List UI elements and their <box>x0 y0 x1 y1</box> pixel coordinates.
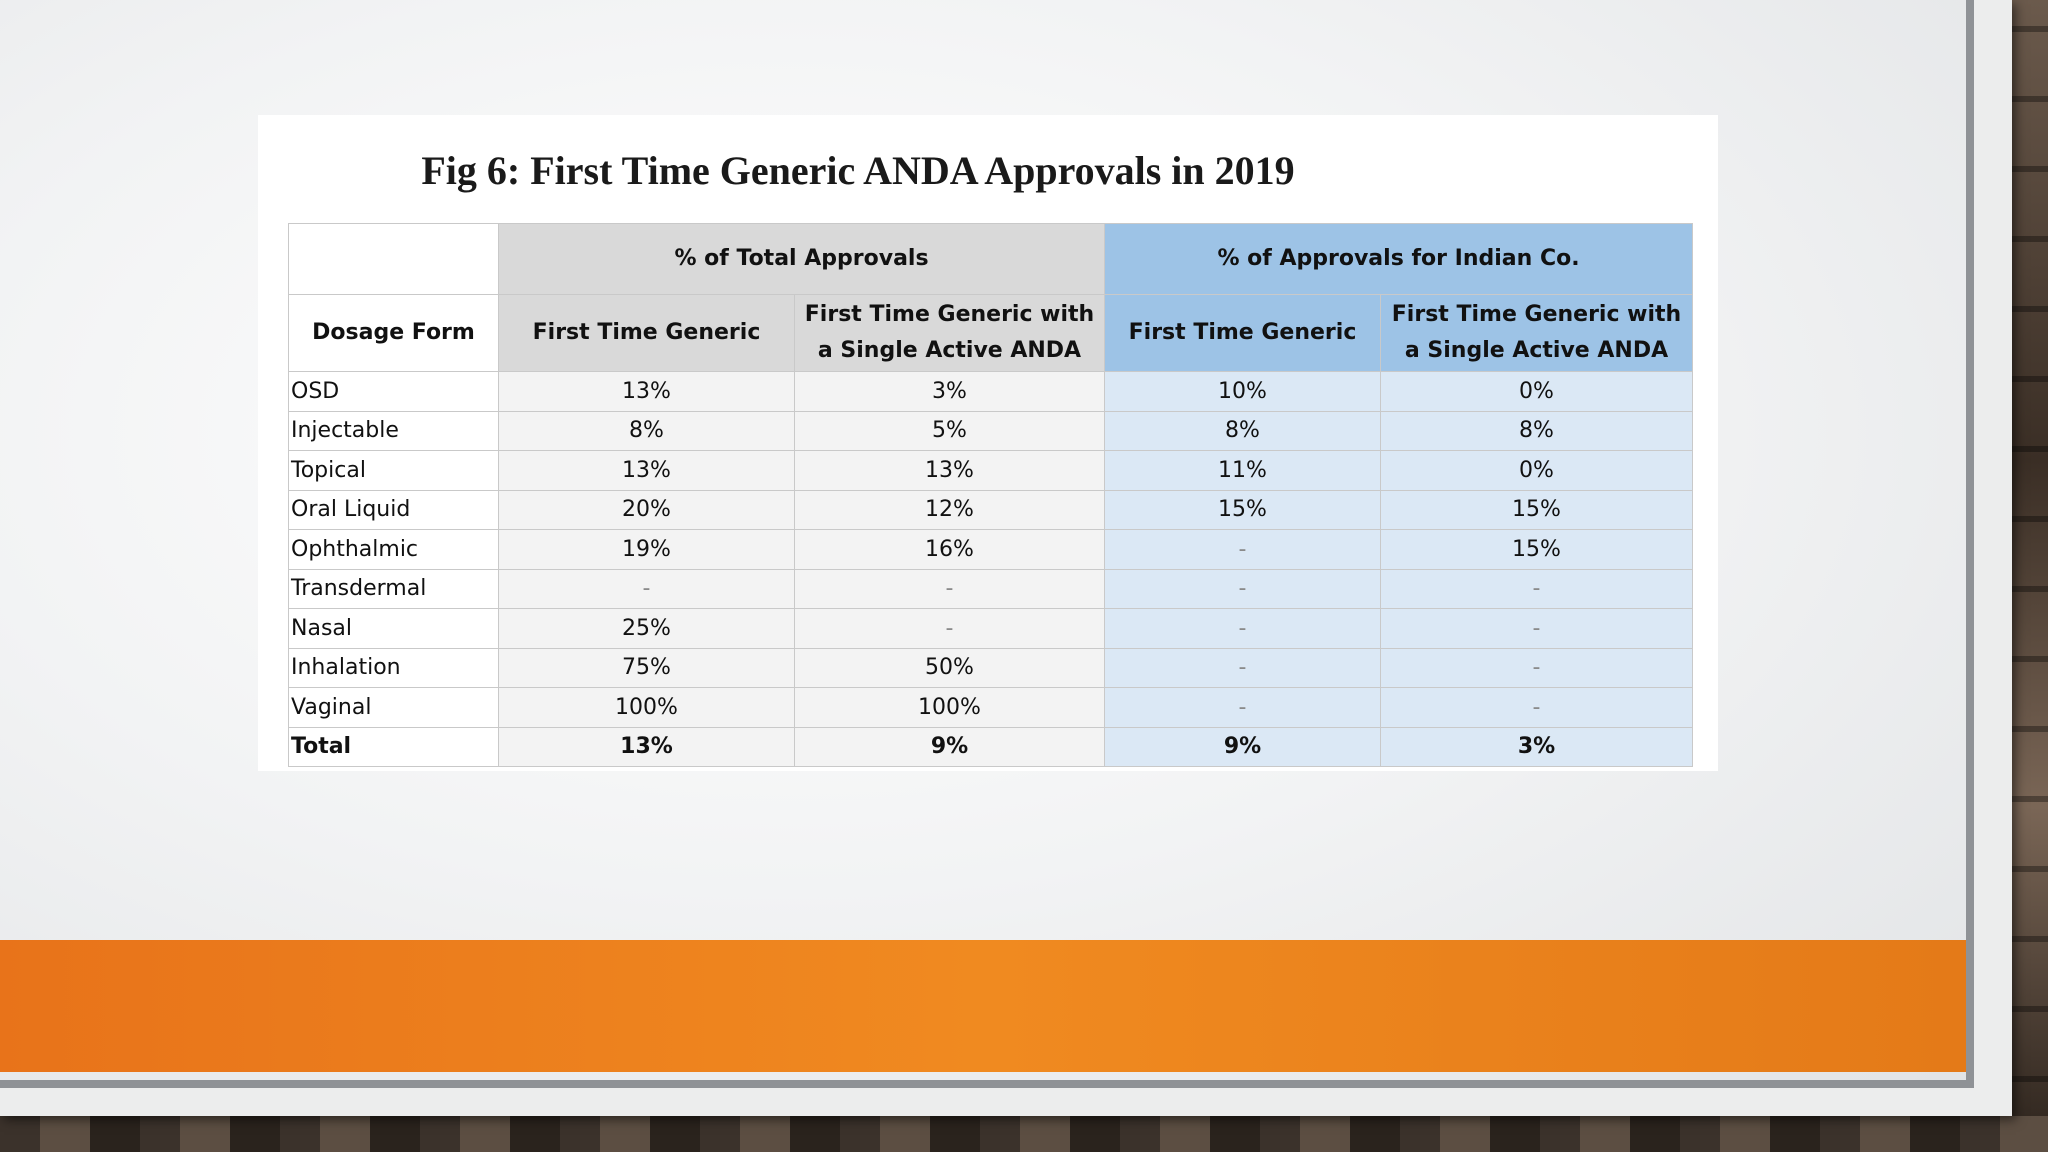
group-header-total: % of Total Approvals <box>498 223 1105 295</box>
table-row: Transdermal - - - - <box>288 568 1694 609</box>
floor-background <box>0 1116 2048 1152</box>
sub-header-indian-ftg-single: First Time Generic with a Single Active … <box>1379 294 1694 372</box>
sub-header-total-ftg-single: First Time Generic with a Single Active … <box>794 294 1105 372</box>
cell-total-ftg-single: 12% <box>794 489 1105 530</box>
cell-indian-ftg-single: 8% <box>1379 410 1694 451</box>
cell-indian-ftg: 15% <box>1104 489 1381 530</box>
cell-total-ftg-single: 9% <box>794 726 1105 767</box>
cell-indian-ftg-single: - <box>1379 647 1694 688</box>
cell-total-ftg: - <box>498 568 795 609</box>
figure-image: Fig 6: First Time Generic ANDA Approvals… <box>258 115 1718 771</box>
cell-total-ftg-single: - <box>794 608 1105 649</box>
cell-indian-ftg-single: - <box>1379 568 1694 609</box>
cell-indian-ftg-single: 0% <box>1379 450 1694 491</box>
slide-frame: Fig 6: First Time Generic ANDA Approvals… <box>0 0 2012 1116</box>
sub-header-total-ftg: First Time Generic <box>498 294 795 372</box>
cell-total-ftg-single: 16% <box>794 529 1105 570</box>
cell-total-ftg-single: - <box>794 568 1105 609</box>
sub-header-indian-ftg: First Time Generic <box>1104 294 1381 372</box>
row-dosage-form: Ophthalmic <box>288 529 499 570</box>
cell-indian-ftg: 9% <box>1104 726 1381 767</box>
table-group-header-row: % of Total Approvals % of Approvals for … <box>288 223 1694 295</box>
cell-total-ftg-single: 13% <box>794 450 1105 491</box>
cell-total-ftg-single: 5% <box>794 410 1105 451</box>
cell-total-ftg-single: 100% <box>794 687 1105 728</box>
cell-indian-ftg-single: - <box>1379 608 1694 649</box>
row-dosage-form: OSD <box>288 371 499 412</box>
row-dosage-form: Nasal <box>288 608 499 649</box>
table-sub-header-row: Dosage Form First Time Generic First Tim… <box>288 294 1694 372</box>
row-dosage-form: Total <box>288 726 499 767</box>
table-row: Nasal 25% - - - <box>288 608 1694 649</box>
cell-indian-ftg-single: 3% <box>1379 726 1694 767</box>
cell-indian-ftg-single: 0% <box>1379 371 1694 412</box>
cell-total-ftg-single: 3% <box>794 371 1105 412</box>
cell-indian-ftg: - <box>1104 608 1381 649</box>
cell-indian-ftg-single: 15% <box>1379 529 1694 570</box>
table-row: Inhalation 75% 50% - - <box>288 647 1694 688</box>
group-header-indian: % of Approvals for Indian Co. <box>1103 223 1694 295</box>
cell-indian-ftg-single: 15% <box>1379 489 1694 530</box>
table-row: Oral Liquid 20% 12% 15% 15% <box>288 489 1694 530</box>
table-row: Vaginal 100% 100% - - <box>288 687 1694 728</box>
table-row: OSD 13% 3% 10% 0% <box>288 371 1694 412</box>
approvals-table: % of Total Approvals % of Approvals for … <box>288 223 1694 767</box>
cell-indian-ftg: 10% <box>1104 371 1381 412</box>
cell-indian-ftg-single: - <box>1379 687 1694 728</box>
slide-canvas: Fig 6: First Time Generic ANDA Approvals… <box>0 0 1974 1088</box>
row-dosage-form: Vaginal <box>288 687 499 728</box>
cell-total-ftg: 13% <box>498 450 795 491</box>
cell-indian-ftg: 8% <box>1104 410 1381 451</box>
cell-total-ftg: 75% <box>498 647 795 688</box>
cell-total-ftg: 8% <box>498 410 795 451</box>
figure-title: Fig 6: First Time Generic ANDA Approvals… <box>421 148 1295 193</box>
row-dosage-form: Topical <box>288 450 499 491</box>
row-dosage-form: Injectable <box>288 410 499 451</box>
table-corner-cell <box>288 223 499 295</box>
table-row: Topical 13% 13% 11% 0% <box>288 450 1694 491</box>
cell-indian-ftg: 11% <box>1104 450 1381 491</box>
orange-accent-bar <box>0 940 1966 1072</box>
table-row: Ophthalmic 19% 16% - 15% <box>288 529 1694 570</box>
row-dosage-form: Inhalation <box>288 647 499 688</box>
cell-total-ftg: 13% <box>498 371 795 412</box>
cell-total-ftg: 25% <box>498 608 795 649</box>
row-dosage-form: Oral Liquid <box>288 489 499 530</box>
cell-total-ftg-single: 50% <box>794 647 1105 688</box>
dosage-form-header: Dosage Form <box>288 294 499 372</box>
cell-total-ftg: 13% <box>498 726 795 767</box>
cell-total-ftg: 100% <box>498 687 795 728</box>
table-row-total: Total 13% 9% 9% 3% <box>288 726 1694 767</box>
cell-indian-ftg: - <box>1104 647 1381 688</box>
cell-indian-ftg: - <box>1104 687 1381 728</box>
table-row: Injectable 8% 5% 8% 8% <box>288 410 1694 451</box>
cell-indian-ftg: - <box>1104 529 1381 570</box>
cell-total-ftg: 19% <box>498 529 795 570</box>
cell-total-ftg: 20% <box>498 489 795 530</box>
cell-indian-ftg: - <box>1104 568 1381 609</box>
row-dosage-form: Transdermal <box>288 568 499 609</box>
